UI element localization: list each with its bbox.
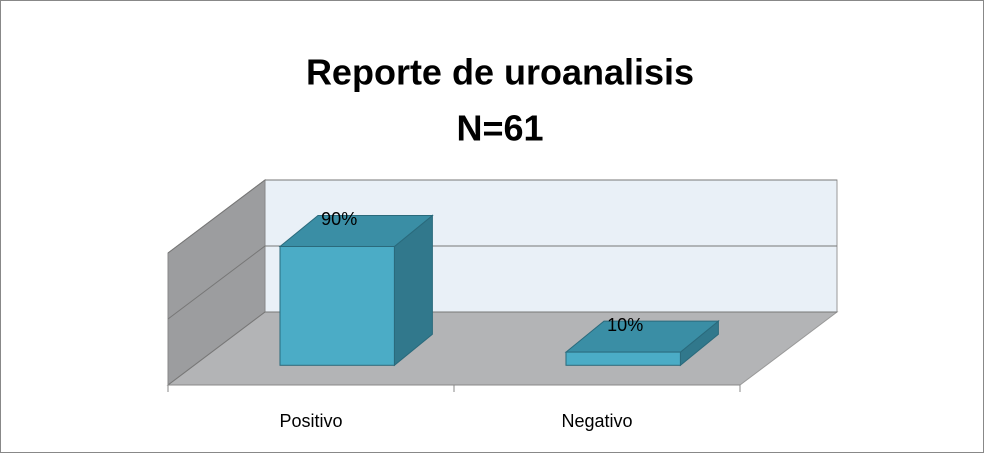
x-tick-label: Negativo	[561, 411, 632, 431]
chart-title: Reporte de uroanalisis	[306, 52, 694, 93]
bar-front	[279, 245, 395, 366]
value-label: 90%	[321, 209, 357, 229]
grid-line	[167, 245, 837, 320]
grid-line	[167, 311, 837, 386]
bar	[278, 214, 434, 367]
x-tick-label: Positivo	[279, 411, 342, 431]
floor	[166, 311, 839, 386]
bar	[564, 320, 720, 367]
bar-front	[565, 351, 681, 366]
grid-line	[167, 179, 837, 254]
chart-subtitle: N=61	[456, 108, 543, 149]
value-label: 10%	[607, 315, 643, 335]
